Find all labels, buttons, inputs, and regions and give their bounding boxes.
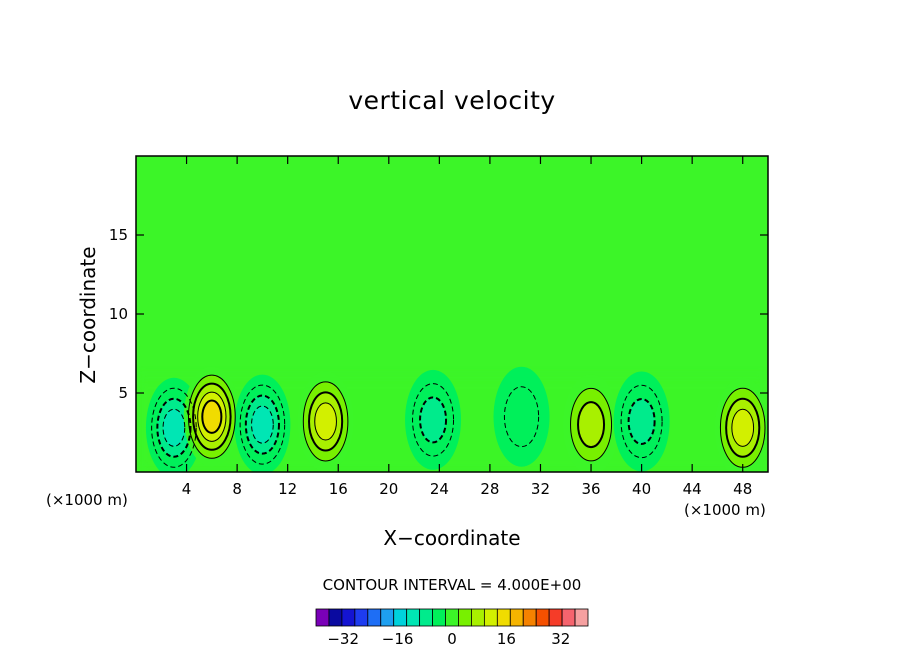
contour-lines [151,374,766,468]
contour-feature-7-2 [627,397,656,445]
contour-feature-1-4 [201,399,223,434]
contour-feature-6-2 [577,401,606,449]
field-feature-4-level-2 [420,397,447,443]
colorbar-swatch-18 [548,608,563,627]
x-unit-label-right: (×1000 m) [684,501,766,519]
y-tick-label-5: 5 [118,384,128,402]
contour-feature-1-2 [192,382,232,451]
contour-feature-3-3 [314,402,337,441]
colorbar-swatch-5 [380,608,395,627]
contour-feature-8-2 [725,397,761,458]
y-tick-label-15: 15 [109,226,128,244]
field-feature-2-level-3 [251,406,274,444]
colorbar-swatch-3 [354,608,369,627]
field-feature-5-level-1 [504,386,539,447]
field-feature-0-level-3 [163,409,185,447]
x-tick-label-4: 4 [182,480,192,498]
contour-feature-4-1 [412,383,455,457]
x-axis-label: X−coordinate [383,526,521,550]
y-axis-label: Z−coordinate [76,246,100,384]
x-tick-label-28: 28 [480,480,499,498]
contour-feature-3-2 [308,391,344,452]
field-feature-1-level-4 [202,400,222,433]
colorbar-swatch-20 [574,608,589,627]
x-tick-label-12: 12 [278,480,297,498]
field-feature-3-level-3 [314,402,337,441]
contour-feature-5-1 [503,386,540,448]
contour-feature-4-2 [419,396,448,444]
y-axis-ticks: 5 10 15 [109,226,768,402]
contour-feature-1-1 [187,374,236,459]
colorbar-swatch-13 [483,608,498,627]
contour-feature-7-1 [620,384,663,459]
colorbar-swatch-14 [496,608,511,627]
colorbar-swatch-15 [509,608,524,627]
field-feature-6-level-2 [578,402,605,448]
x-tick-label-24: 24 [430,480,449,498]
x-unit-label-left: (×1000 m) [46,491,128,509]
y-tick-label-10: 10 [109,305,128,323]
contour-feature-0-1 [151,387,197,468]
x-tick-label-40: 40 [632,480,651,498]
contour-feature-2-1 [239,384,286,465]
contour-feature-0-2 [156,397,192,458]
contour-feature-0-3 [162,408,186,447]
colorbar-swatch-11 [458,608,472,627]
colorbar-swatch-7 [406,608,421,627]
x-tick-label-32: 32 [531,480,550,498]
colorbar-swatch-1 [328,608,343,627]
colorbar-swatch-10 [445,608,459,627]
colorbar-swatch-8 [419,608,433,627]
colorbar-swatch-19 [561,608,576,627]
contour-feature-2-2 [244,394,280,455]
contour-feature-3-1 [302,381,349,462]
colorbar-swatch-9 [432,608,446,627]
contour-feature-1-3 [197,391,227,442]
contour-interval-label: CONTOUR INTERVAL = 4.000E+00 [322,576,582,594]
colorbar-swatch-4 [367,608,382,627]
contour-feature-8-3 [731,408,755,447]
x-tick-label-8: 8 [232,480,242,498]
contour-feature-2-3 [251,405,274,444]
contour-feature-6-1 [570,387,613,462]
colorbar-tick-label-0: −32 [327,630,359,648]
chart-title: vertical velocity [348,86,556,115]
colorbar-tick-label-1: −16 [382,630,414,648]
colorbar-swatch-0 [315,608,330,627]
plot-area [136,156,768,472]
x-tick-label-36: 36 [581,480,600,498]
colorbar-swatch-16 [522,608,537,627]
field-feature-8-level-3 [731,409,754,447]
colorbar-swatch-6 [393,608,408,627]
field-feature-7-level-2 [628,398,655,444]
colorbar-tick-label-3: 16 [497,630,516,648]
x-tick-label-48: 48 [733,480,752,498]
x-axis-ticks: 4 8 12 16 20 24 28 32 36 40 44 48 [182,156,752,498]
colorbar-swatch-17 [535,608,550,627]
colorbar-ticks: −32 −16 0 16 32 [327,630,570,648]
x-tick-label-16: 16 [329,480,348,498]
x-tick-label-44: 44 [683,480,702,498]
colorbar-tick-label-4: 32 [551,630,570,648]
colorbar-swatch-12 [471,608,485,627]
colorbar [315,608,589,627]
colorbar-tick-label-2: 0 [447,630,457,648]
colorbar-swatch-2 [341,608,356,627]
x-tick-label-20: 20 [379,480,398,498]
